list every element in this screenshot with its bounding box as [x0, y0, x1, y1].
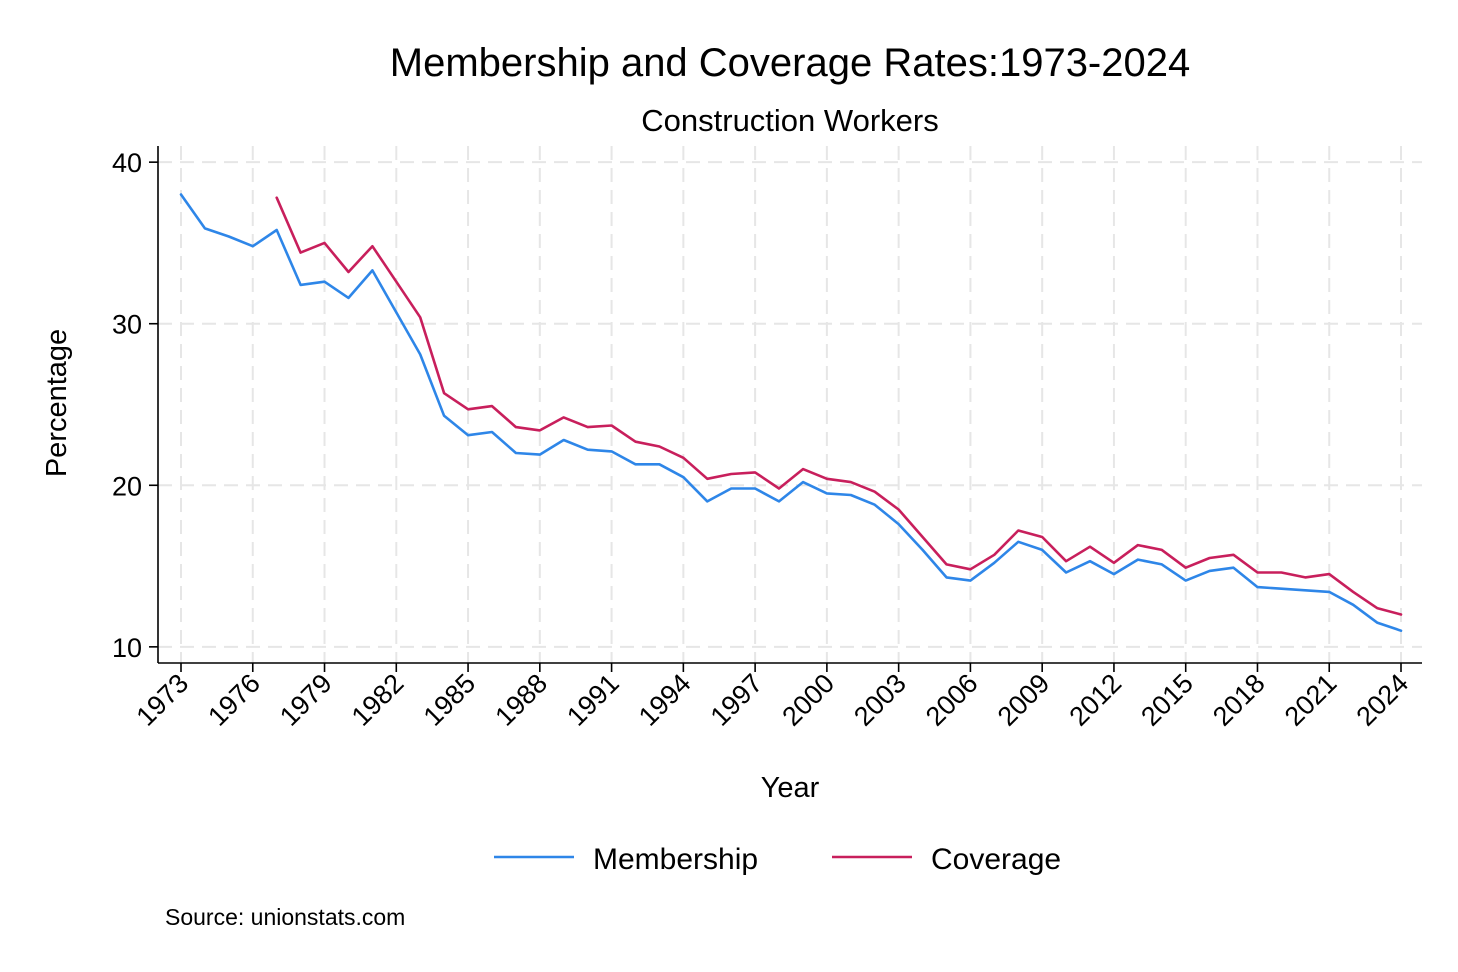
legend-label-membership: Membership: [593, 843, 758, 876]
x-tick-label: 1973: [131, 668, 195, 732]
y-tick-label: 40: [112, 148, 142, 178]
x-tick-label: 1997: [705, 668, 769, 732]
series-lines: [179, 193, 1403, 633]
x-tick-label: 2012: [1063, 668, 1127, 732]
x-tick-label: 2009: [992, 668, 1056, 732]
x-tick-label: 1988: [489, 668, 553, 732]
y-tick-label: 30: [112, 310, 142, 340]
y-axis-title: Percentage: [41, 329, 73, 477]
y-tick-label: 10: [112, 633, 142, 663]
y-tick-label: 20: [112, 471, 142, 501]
x-tick-label: 2003: [848, 668, 912, 732]
x-tick-label: 1979: [274, 668, 338, 732]
source-note: Source: unionstats.com: [165, 904, 405, 930]
x-tick-label: 2018: [1207, 668, 1271, 732]
grid-lines: [158, 146, 1422, 663]
x-tick-label: 2021: [1279, 668, 1343, 732]
x-tick-label: 1982: [346, 668, 410, 732]
x-tick-label: 2000: [776, 668, 840, 732]
x-tick-label: 2006: [920, 668, 984, 732]
chart-title: Membership and Coverage Rates:1973-2024: [390, 41, 1191, 85]
x-tick-label: 1985: [418, 668, 482, 732]
chart-subtitle: Construction Workers: [641, 103, 938, 138]
x-tick-label: 1994: [633, 668, 697, 732]
legend: Membership Coverage: [494, 843, 1061, 876]
x-tick-label: 2015: [1135, 668, 1199, 732]
series-line-membership: [179, 193, 1403, 633]
tick-labels: 10 20 30 40 1973 1976 1979 1982 1985 1988 1991 1994…: [112, 148, 1414, 732]
x-tick-label: 1991: [561, 668, 625, 732]
x-tick-label: 1976: [202, 668, 266, 732]
x-tick-label: 2024: [1351, 668, 1415, 732]
series-line-coverage: [275, 196, 1403, 616]
axes: [149, 146, 1422, 672]
x-axis-title: Year: [761, 772, 820, 804]
legend-label-coverage: Coverage: [931, 843, 1061, 876]
